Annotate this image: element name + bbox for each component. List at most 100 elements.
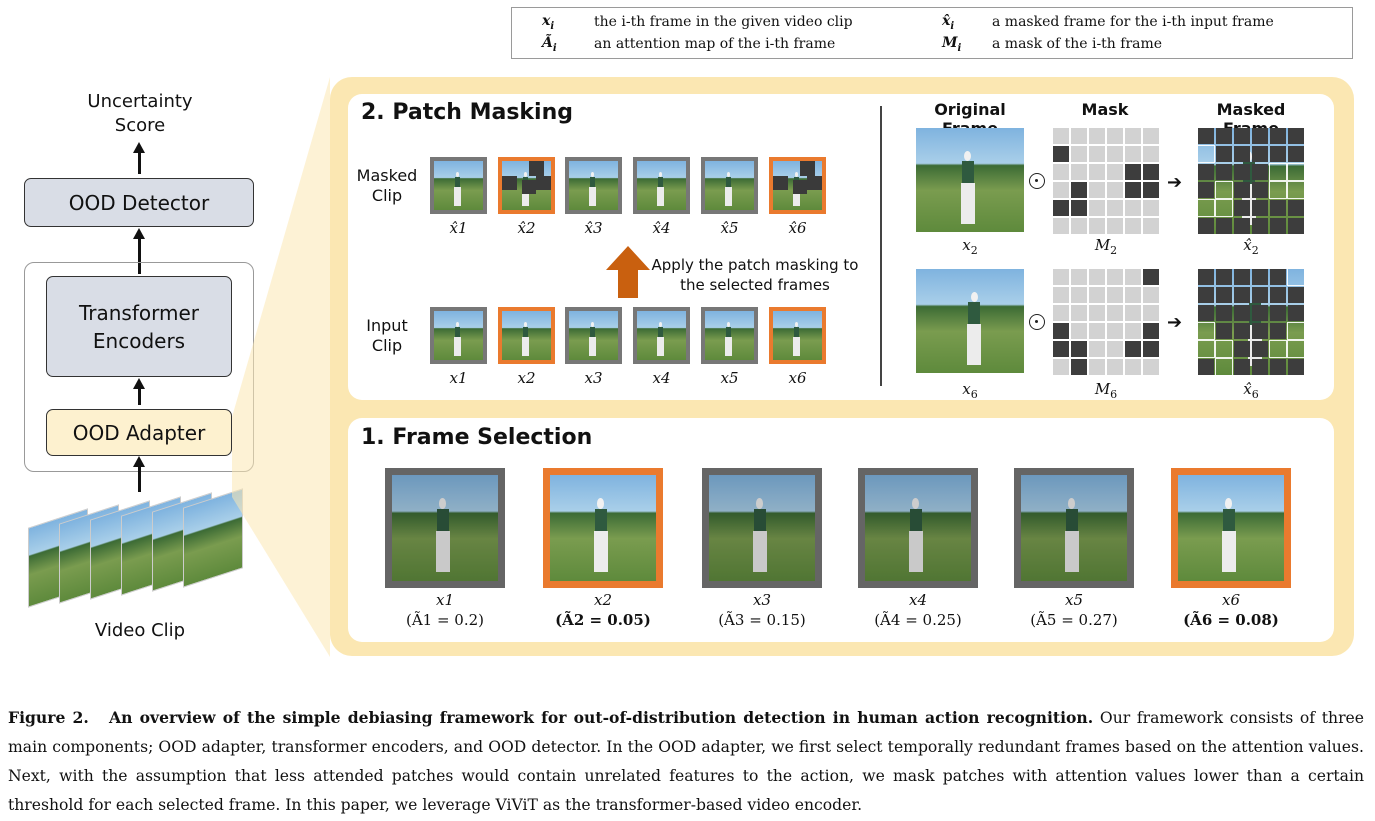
frame-label: x̂1 — [449, 219, 468, 237]
mask-cell — [1287, 163, 1304, 181]
mask-cell-masked — [1234, 305, 1250, 321]
divider — [880, 106, 882, 386]
mask-cell — [1089, 359, 1105, 375]
selection-frame-1 — [385, 468, 505, 588]
frame-label: x̂5 — [720, 219, 739, 237]
selection-frame-label: x4 — [908, 591, 927, 609]
mask-cell-masked — [1252, 218, 1268, 234]
mask-cell — [1089, 269, 1105, 285]
label-xhat6: x̂6 — [1243, 380, 1259, 401]
legend-sym-m: Mi — [942, 35, 962, 54]
mask-cell-masked — [1270, 305, 1286, 321]
caption-text: Our framework consists of three main com… — [8, 709, 1365, 814]
mask-cell — [1287, 322, 1304, 340]
frame-selection-card — [348, 418, 1334, 642]
legend-sym-x: xi — [542, 13, 555, 32]
mask-cell-masked — [1234, 146, 1250, 162]
mask-cell — [1107, 128, 1123, 144]
mask-cell — [1125, 287, 1141, 303]
mask-cell-masked — [1071, 341, 1087, 357]
mask-cell-masked — [1288, 128, 1304, 144]
legend-text-m: a mask of the i-th frame — [992, 36, 1163, 52]
attention-score: (Ã3 = 0.15) — [718, 611, 806, 629]
ood-adapter-box: OOD Adapter — [46, 409, 232, 456]
mask-cell — [1287, 340, 1304, 358]
mask-cell-masked — [1053, 200, 1069, 216]
selection-frame-5 — [1014, 468, 1134, 588]
attention-score: (Ã2 = 0.05) — [555, 611, 651, 629]
mask-cell — [1269, 163, 1287, 181]
elementwise-product-icon — [1029, 173, 1045, 189]
masked-patch — [528, 161, 544, 176]
mask-cell-masked — [1270, 287, 1286, 303]
frame-label: x6 — [788, 369, 807, 387]
frame-label: x̂6 — [788, 219, 807, 237]
mask-cell — [1053, 269, 1069, 285]
mask-cell-masked — [1252, 164, 1268, 180]
mask-cell-masked — [1143, 164, 1159, 180]
mask-cell — [1125, 218, 1141, 234]
mask-cell-masked — [1234, 287, 1250, 303]
mask-cell-masked — [1198, 269, 1214, 285]
mask-cell-masked — [1270, 269, 1286, 285]
mask-cell-masked — [1288, 305, 1304, 321]
mask-cell — [1089, 323, 1105, 339]
mask-cell-masked — [1198, 218, 1214, 234]
mask-cell-masked — [1216, 128, 1232, 144]
mask-cell — [1053, 287, 1069, 303]
frame-label: x2 — [517, 369, 536, 387]
mask-cell — [1089, 218, 1105, 234]
mask-cell-masked — [1143, 341, 1159, 357]
mask-cell-masked — [1252, 359, 1268, 375]
label-xhat2: x̂2 — [1243, 236, 1259, 257]
label-x2: x2 — [962, 236, 978, 257]
mask-cell — [1071, 128, 1087, 144]
arrow-up-icon — [133, 228, 145, 274]
masked-frame-x6 — [1198, 269, 1304, 375]
elementwise-product-icon — [1029, 314, 1045, 330]
mask-cell-masked — [1252, 305, 1268, 321]
mask-cell-masked — [1270, 200, 1286, 216]
frame-label: x3 — [584, 369, 603, 387]
mask-cell — [1053, 182, 1069, 198]
mask-cell — [1215, 199, 1233, 217]
mask-cell-masked — [1071, 182, 1087, 198]
mask-cell-masked — [1198, 182, 1214, 198]
mask-cell-masked — [1198, 359, 1214, 375]
mask-cell-masked — [1053, 146, 1069, 162]
mask-cell — [1215, 358, 1233, 375]
frame-selection-title: 1. Frame Selection — [361, 425, 593, 450]
mask-cell — [1107, 164, 1123, 180]
frame-label: x5 — [720, 369, 739, 387]
transformer-encoders-label: Transformer Encoders — [78, 300, 199, 353]
mask-cell-masked — [1270, 218, 1286, 234]
transformer-encoders-box: Transformer Encoders — [46, 276, 232, 377]
mask-cell-masked — [1252, 269, 1268, 285]
mask-cell-masked — [1053, 323, 1069, 339]
mask-cell-masked — [1234, 182, 1250, 198]
mask-cell-masked — [1234, 269, 1250, 285]
mask-cell — [1089, 305, 1105, 321]
mask-cell-masked — [1234, 128, 1250, 144]
mask-cell-masked — [1216, 164, 1232, 180]
mask-cell — [1107, 182, 1123, 198]
mask-cell-masked — [1216, 287, 1232, 303]
mask-cell — [1107, 200, 1123, 216]
caption-bold-title: An overview of the simple debiasing fram… — [108, 708, 1094, 727]
mask-cell — [1053, 164, 1069, 180]
mask-cell — [1053, 305, 1069, 321]
mask-cell-masked — [1252, 323, 1268, 339]
mask-cell — [1125, 305, 1141, 321]
frame-label: x̂4 — [652, 219, 671, 237]
mask-cell — [1107, 269, 1123, 285]
selection-frame-6 — [1171, 468, 1291, 588]
masked-thumb — [633, 157, 690, 214]
mask-cell-masked — [1234, 359, 1250, 375]
video-clip-stack — [28, 488, 258, 610]
mask-cell-masked — [1252, 200, 1268, 216]
legend-text-a: an attention map of the i-th frame — [594, 36, 836, 52]
mask-cell-masked — [1270, 146, 1286, 162]
orange-up-arrow-icon — [606, 246, 650, 298]
mask-cell — [1107, 341, 1123, 357]
mask-cell — [1071, 269, 1087, 285]
